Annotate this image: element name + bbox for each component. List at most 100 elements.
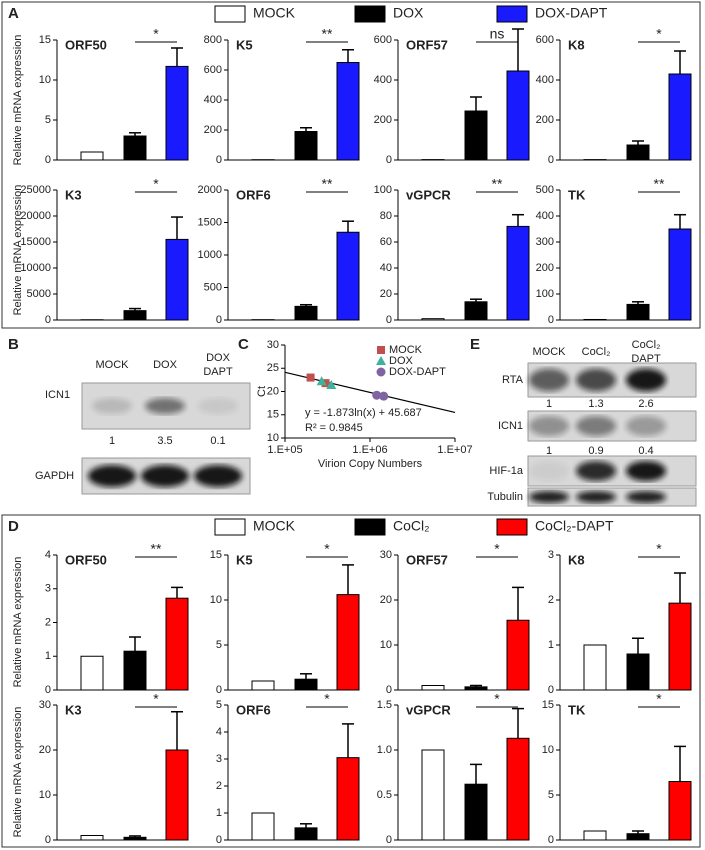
legend-label: DOX <box>393 5 424 21</box>
legend-swatch <box>496 518 528 536</box>
quantification: 0.1 <box>210 435 225 447</box>
quantification: 3.5 <box>157 435 172 447</box>
legend-label: DOX <box>389 355 414 367</box>
bar <box>165 749 189 841</box>
bar <box>626 653 650 691</box>
chart-title: ORF50 <box>65 552 107 567</box>
quantification: 0.9 <box>588 445 603 457</box>
y-tick-label: 4 <box>216 726 222 738</box>
panel-label: D <box>8 518 19 535</box>
y-tick-label: 800 <box>204 34 222 46</box>
y-tick-label: 0 <box>216 684 222 696</box>
chart-title: K8 <box>568 552 585 567</box>
bar <box>668 228 692 321</box>
significance-label: ns <box>490 26 505 42</box>
bar <box>421 318 445 321</box>
y-tick-label: 100 <box>536 288 554 300</box>
lane-label: CoCl₂ <box>582 346 611 358</box>
y-axis-label: Relative mRNA expression <box>12 35 24 166</box>
data-point <box>306 373 315 382</box>
bar <box>421 749 445 841</box>
y-tick-label: 15 <box>39 34 51 46</box>
y-tick-label: 2000 <box>198 184 222 196</box>
y-tick-label: 25000 <box>20 184 51 196</box>
y-tick-label: 25 <box>267 362 279 374</box>
y-tick-label: 600 <box>374 34 392 46</box>
panel-a-frame <box>1 1 701 329</box>
blot-band <box>626 368 666 392</box>
y-tick-label: 5 <box>216 639 222 651</box>
row-label: ICN1 <box>45 389 70 401</box>
y-tick-label: 1 <box>45 650 51 662</box>
significance-label: * <box>324 541 330 557</box>
bar <box>80 655 104 691</box>
y-tick-label: 300 <box>536 236 554 248</box>
y-tick-label: 10 <box>39 789 51 801</box>
y-tick-label: 5000 <box>27 288 51 300</box>
y-tick-label: 600 <box>204 64 222 76</box>
quantification: 1 <box>109 435 115 447</box>
y-tick-label: 0 <box>45 834 51 846</box>
y-tick-label: 5 <box>45 114 51 126</box>
y-tick-label: 2 <box>216 780 222 792</box>
y-tick-label: 10 <box>542 744 554 756</box>
y-tick-label: 500 <box>536 184 554 196</box>
lane-label: DAPT <box>203 366 233 378</box>
legend-swatch <box>214 518 246 536</box>
legend-swatch <box>354 518 386 536</box>
bar <box>668 602 692 691</box>
significance-label: * <box>656 691 662 707</box>
y-tick-label: 1.5 <box>377 699 392 711</box>
y-tick-label: 1.0 <box>377 744 392 756</box>
legend-marker <box>376 367 386 377</box>
bar <box>464 686 488 691</box>
bar <box>336 62 360 161</box>
bar <box>668 781 692 841</box>
lane-label: CoCl₂ <box>632 339 661 351</box>
bar <box>464 783 488 841</box>
lane-label: MOCK <box>533 346 567 358</box>
bar <box>165 597 189 691</box>
quantification: 2.6 <box>638 398 653 410</box>
y-tick-label: 0 <box>45 154 51 166</box>
y-tick-label: 20 <box>39 744 51 756</box>
bar <box>336 231 360 321</box>
y-tick-label: 20000 <box>20 210 51 222</box>
quantification: 1 <box>546 445 552 457</box>
y-tick-label: 10 <box>267 432 279 444</box>
y-tick-label: 40 <box>380 262 392 274</box>
chart-title: K3 <box>65 702 82 717</box>
y-tick-label: 3 <box>45 583 51 595</box>
chart-title: K8 <box>568 37 585 52</box>
blot-band <box>141 465 189 487</box>
y-tick-label: 80 <box>380 210 392 222</box>
y-tick-label: 0 <box>386 314 392 326</box>
lane-label: MOCK <box>96 359 130 371</box>
bar <box>251 680 275 691</box>
bar <box>506 70 530 161</box>
y-tick-label: 0 <box>548 154 554 166</box>
bar <box>626 144 650 161</box>
bar <box>294 305 318 321</box>
bar <box>123 650 147 691</box>
blot-band <box>576 461 616 481</box>
y-tick-label: 0 <box>45 314 51 326</box>
y-tick-label: 0 <box>548 834 554 846</box>
legend-swatch <box>214 5 246 23</box>
blot-band <box>576 368 616 392</box>
bar <box>583 318 607 321</box>
row-label: ICN1 <box>498 420 523 432</box>
legend-label: CoCl₂-DAPT <box>535 518 614 534</box>
legend-marker <box>376 356 386 365</box>
blot-band <box>529 368 569 392</box>
bar <box>583 830 607 841</box>
blot-band <box>576 416 616 436</box>
chart-title: K5 <box>236 552 253 567</box>
y-tick-label: 400 <box>374 74 392 86</box>
y-tick-label: 200 <box>536 114 554 126</box>
legend-marker <box>377 346 385 354</box>
row-label: GAPDH <box>35 470 74 482</box>
y-tick-label: 5 <box>548 789 554 801</box>
y-tick-label: 3 <box>216 753 222 765</box>
